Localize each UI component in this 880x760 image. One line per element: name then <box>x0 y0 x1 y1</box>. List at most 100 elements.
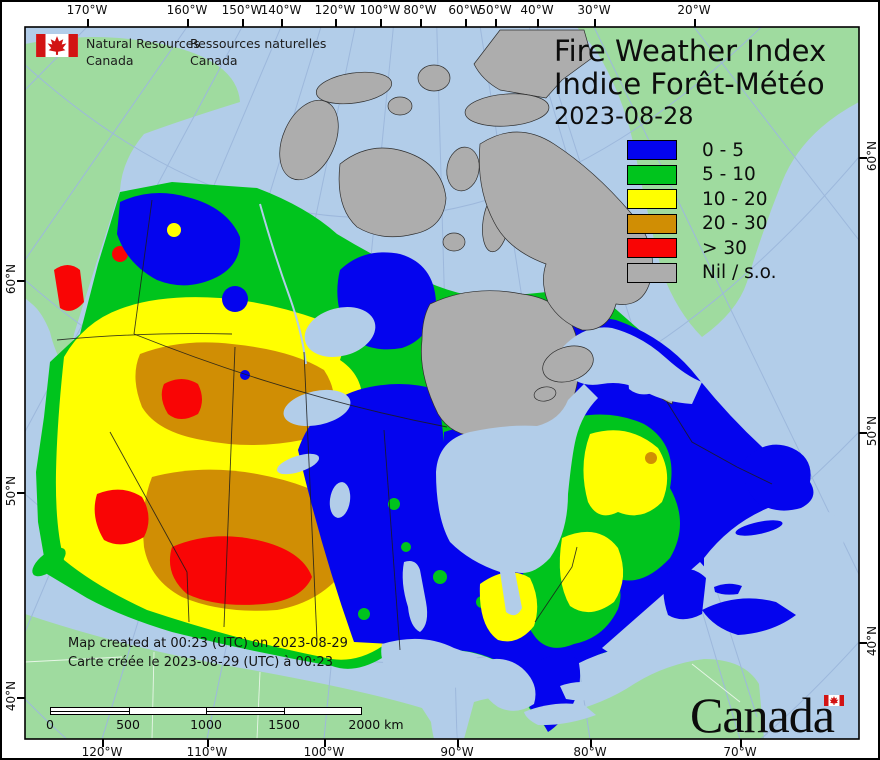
maritimes <box>663 444 814 635</box>
fwi-region-yellow-quebec1 <box>583 430 668 516</box>
axis-label-top: 50°W <box>478 3 512 17</box>
tick-mark <box>694 19 696 27</box>
legend-swatch <box>627 140 677 161</box>
page-title: Fire Weather Index Indice Forêt-Météo 20… <box>554 35 826 131</box>
org-name-english: Natural Resources Canada <box>86 36 200 68</box>
tick-mark <box>859 642 867 644</box>
fwi-region-red-small <box>94 489 149 545</box>
us-state-borders <box>25 651 741 739</box>
ungava-bay <box>626 351 660 395</box>
axis-label-top: 150°W <box>221 3 263 17</box>
lakes <box>276 307 609 739</box>
legend-item: Nil / s.o. <box>627 261 777 286</box>
hudson-bay <box>436 384 598 616</box>
fwi-region-red-coast <box>54 265 84 311</box>
axis-label-bottom: 70°W <box>723 745 757 759</box>
maple-leaf-icon <box>47 36 67 55</box>
legend-item: 0 - 5 <box>627 138 777 163</box>
fwi-region-red-dot <box>112 246 128 262</box>
org-name-french: Ressources naturelles Canada <box>190 36 327 68</box>
map-created-en: Map created at 00:23 (UTC) on 2023-08-29 <box>68 636 348 651</box>
map-frame <box>24 26 860 740</box>
scale-label: 500 <box>116 717 140 732</box>
tick-mark <box>495 19 497 27</box>
axis-label-left: 50°N <box>4 475 18 507</box>
legend-item: > 30 <box>627 236 777 261</box>
axis-label-bottom: 120°W <box>81 745 123 759</box>
axis-label-top: 40°W <box>520 3 554 17</box>
legend-label: 10 - 20 <box>702 188 768 210</box>
axis-label-top: 100°W <box>359 3 401 17</box>
fwi-region-red-alberta <box>161 379 202 419</box>
axis-label-bottom: 90°W <box>440 745 474 759</box>
legend: 0 - 5 5 - 10 10 - 20 20 - 30 > 30 Nil / s.o. <box>627 138 777 285</box>
vancouver-island <box>32 547 66 577</box>
tick-mark <box>590 739 592 747</box>
scale-label: 0 <box>46 717 54 732</box>
legend-label: Nil / s.o. <box>702 262 777 284</box>
tick-mark <box>87 19 89 27</box>
tick-mark <box>17 280 25 282</box>
tick-mark <box>242 19 244 27</box>
mackenzie-river <box>259 203 307 365</box>
title-date: 2023-08-28 <box>554 102 694 130</box>
fwi-region-blue-yukon <box>117 193 241 286</box>
title-en: Fire Weather Index <box>554 34 827 68</box>
province-borders <box>56 199 773 651</box>
tick-mark <box>465 19 467 27</box>
legend-swatch <box>627 238 677 259</box>
axis-label-top: 20°W <box>677 3 711 17</box>
legend-label: 5 - 10 <box>702 164 756 186</box>
map-created-fr: Carte créée le 2023-08-29 (UTC) à 00:23 <box>68 654 333 670</box>
fwi-region-yellow-quebec2 <box>559 531 624 613</box>
tick-mark <box>859 157 867 159</box>
legend-item: 5 - 10 <box>627 163 777 188</box>
legend-swatch <box>627 213 677 234</box>
tick-mark <box>740 739 742 747</box>
fwi-dot-blue-prairie <box>240 370 250 380</box>
fwi-region-red-big <box>169 536 312 605</box>
tick-mark <box>17 697 25 699</box>
axis-label-left: 40°N <box>4 680 18 712</box>
tick-mark <box>380 19 382 27</box>
fwi-dot-orange-quebec <box>645 452 657 464</box>
tick-mark <box>102 739 104 747</box>
tick-mark <box>420 19 422 27</box>
axis-label-top: 120°W <box>314 3 356 17</box>
fwi-dot-blue-nwt <box>222 286 248 312</box>
tick-mark <box>335 19 337 27</box>
axis-label-right: 40°N <box>865 625 879 657</box>
legend-swatch <box>627 262 677 283</box>
axis-label-bottom: 80°W <box>573 745 607 759</box>
axis-label-top: 140°W <box>260 3 302 17</box>
scale-label: 1000 <box>190 717 222 732</box>
axis-label-top: 160°W <box>166 3 208 17</box>
wordmark-flag-icon <box>824 695 844 706</box>
tick-mark <box>324 739 326 747</box>
legend-label: > 30 <box>702 237 747 259</box>
fwi-dots-green <box>358 498 488 620</box>
map-created-text: Map created at 00:23 (UTC) on 2023-08-29… <box>68 635 348 672</box>
axis-label-bottom: 110°W <box>186 745 228 759</box>
axis-label-left: 60°N <box>4 263 18 295</box>
scale-label: 2000 km <box>348 717 404 732</box>
tick-mark <box>207 739 209 747</box>
greenland <box>577 27 859 337</box>
tick-mark <box>17 492 25 494</box>
legend-item: 10 - 20 <box>627 187 777 212</box>
axis-label-right: 60°N <box>865 140 879 172</box>
tick-mark <box>594 19 596 27</box>
axis-label-top: 170°W <box>66 3 108 17</box>
legend-label: 0 - 5 <box>702 139 744 161</box>
fwi-dot-yellow-yukon <box>167 223 181 237</box>
axis-label-top: 80°W <box>403 3 437 17</box>
scale-bar <box>50 707 362 715</box>
canada-flag-icon <box>36 34 78 57</box>
axis-label-bottom: 100°W <box>303 745 345 759</box>
tick-mark <box>457 739 459 747</box>
title-fr: Indice Forêt-Météo <box>554 67 825 101</box>
arctic-islands <box>279 29 653 402</box>
legend-swatch <box>627 164 677 185</box>
tick-mark <box>187 19 189 27</box>
